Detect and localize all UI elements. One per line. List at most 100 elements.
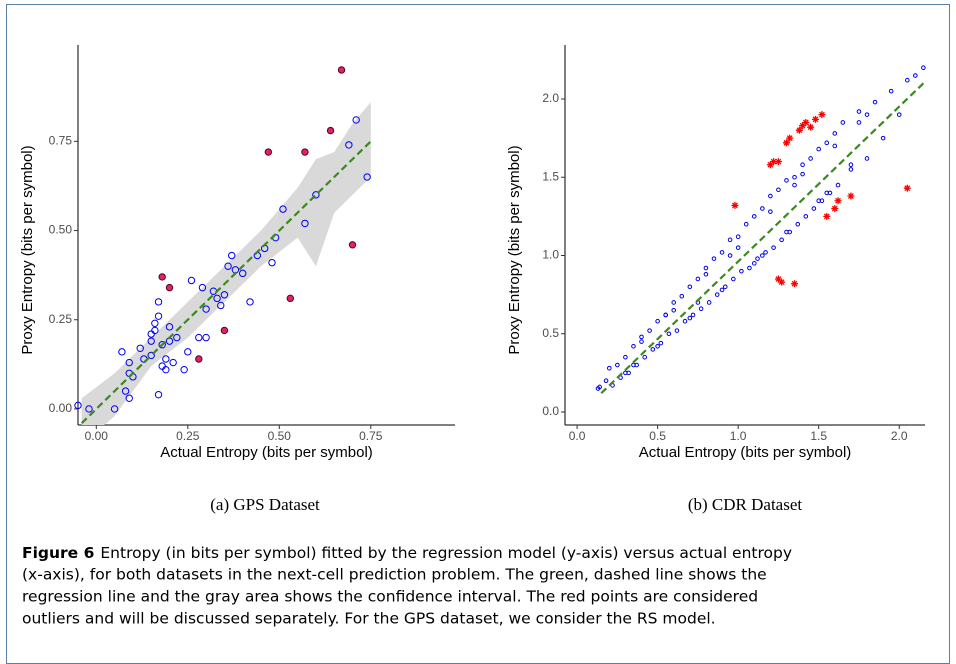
data-point bbox=[880, 135, 886, 141]
data-point bbox=[125, 394, 133, 402]
data-point bbox=[642, 354, 648, 360]
figure-caption-line: regression line and the gray area shows … bbox=[22, 588, 758, 606]
outlier-point bbox=[348, 241, 357, 249]
data-point bbox=[687, 284, 693, 290]
data-point bbox=[848, 167, 854, 172]
data-point bbox=[655, 343, 660, 349]
regression-line bbox=[80, 140, 372, 425]
outlier-point bbox=[802, 118, 810, 126]
data-point bbox=[714, 292, 720, 297]
outlier-point bbox=[165, 283, 174, 292]
data-point bbox=[921, 65, 926, 70]
data-point bbox=[784, 178, 789, 183]
data-point bbox=[180, 365, 188, 374]
data-point bbox=[169, 358, 177, 367]
data-point bbox=[173, 333, 181, 342]
outlier-point bbox=[774, 158, 782, 166]
data-point bbox=[279, 205, 287, 213]
figure-caption-line: Figure 6 Entropy (in bits per symbol) fit… bbox=[22, 544, 792, 562]
data-point bbox=[110, 405, 119, 413]
data-point bbox=[363, 173, 371, 181]
data-point bbox=[239, 269, 247, 278]
data-point bbox=[312, 191, 320, 199]
outlier-point bbox=[823, 212, 831, 220]
outlier-point bbox=[818, 111, 826, 119]
x-tick-label: 0.00 bbox=[85, 429, 109, 443]
data-point bbox=[246, 298, 254, 306]
data-point bbox=[864, 112, 870, 117]
outlier-point bbox=[807, 123, 815, 131]
data-point bbox=[213, 294, 221, 303]
data-point bbox=[154, 312, 163, 320]
y-tick-label: 0.5 bbox=[542, 326, 559, 340]
data-point bbox=[147, 330, 155, 338]
outlier-point bbox=[778, 278, 786, 286]
data-point bbox=[743, 221, 749, 227]
data-point bbox=[856, 120, 862, 125]
x-tick-label: 0.25 bbox=[176, 429, 200, 443]
data-point bbox=[679, 293, 685, 299]
data-point bbox=[913, 73, 918, 78]
data-point bbox=[735, 245, 741, 250]
data-point bbox=[147, 351, 155, 360]
data-point bbox=[162, 355, 170, 363]
x-axis-title: Actual Entropy (bits per symbol) bbox=[160, 444, 373, 461]
y-tick-label: 0.75 bbox=[49, 134, 73, 148]
outlier-point bbox=[220, 326, 229, 335]
data-point bbox=[803, 214, 809, 219]
data-point bbox=[824, 140, 830, 146]
outlier-point bbox=[326, 126, 335, 135]
data-point bbox=[816, 146, 821, 152]
data-point bbox=[888, 88, 894, 94]
data-point bbox=[74, 401, 82, 410]
data-point bbox=[228, 251, 236, 260]
outlier-point bbox=[774, 275, 782, 283]
outlier-point bbox=[195, 355, 203, 363]
outlier-point bbox=[158, 273, 166, 281]
data-point bbox=[352, 116, 360, 124]
outlier-point bbox=[766, 161, 774, 169]
data-point bbox=[151, 319, 159, 328]
data-point bbox=[795, 221, 801, 227]
outlier-point bbox=[811, 115, 819, 123]
data-point bbox=[832, 131, 838, 136]
data-point bbox=[615, 362, 620, 368]
data-point bbox=[118, 348, 126, 356]
data-point bbox=[136, 344, 144, 352]
data-point bbox=[739, 268, 744, 274]
data-point bbox=[824, 190, 830, 196]
data-point bbox=[755, 256, 760, 261]
data-point bbox=[158, 362, 166, 370]
data-point bbox=[184, 348, 192, 356]
x-tick-label: 0.0 bbox=[569, 429, 586, 443]
data-point bbox=[727, 237, 733, 243]
data-point bbox=[808, 156, 813, 161]
y-tick-label: 0.00 bbox=[49, 401, 73, 415]
data-point bbox=[85, 405, 93, 413]
data-point bbox=[202, 333, 210, 342]
data-point bbox=[771, 245, 776, 250]
x-tick-label: 1.0 bbox=[730, 429, 747, 443]
subfigure-caption: (b) CDR Dataset bbox=[688, 495, 803, 514]
y-axis-title: Proxy Entropy (bits per symbol) bbox=[506, 145, 523, 354]
subfigure-caption: (a) GPS Dataset bbox=[210, 495, 320, 514]
data-point bbox=[603, 378, 609, 384]
data-point bbox=[687, 315, 693, 321]
data-point bbox=[816, 198, 821, 204]
data-point bbox=[811, 206, 817, 211]
data-point bbox=[751, 261, 757, 266]
data-point bbox=[792, 174, 797, 180]
data-point bbox=[703, 265, 709, 271]
data-point bbox=[776, 187, 781, 193]
data-point bbox=[751, 214, 757, 219]
data-point bbox=[760, 206, 765, 211]
data-point bbox=[623, 354, 628, 360]
data-point bbox=[904, 77, 910, 83]
outlier-point bbox=[337, 66, 346, 74]
outlier-point bbox=[770, 158, 778, 166]
data-point bbox=[198, 283, 207, 292]
outlier-point bbox=[799, 122, 807, 130]
data-point bbox=[784, 229, 789, 235]
data-point bbox=[125, 358, 133, 367]
